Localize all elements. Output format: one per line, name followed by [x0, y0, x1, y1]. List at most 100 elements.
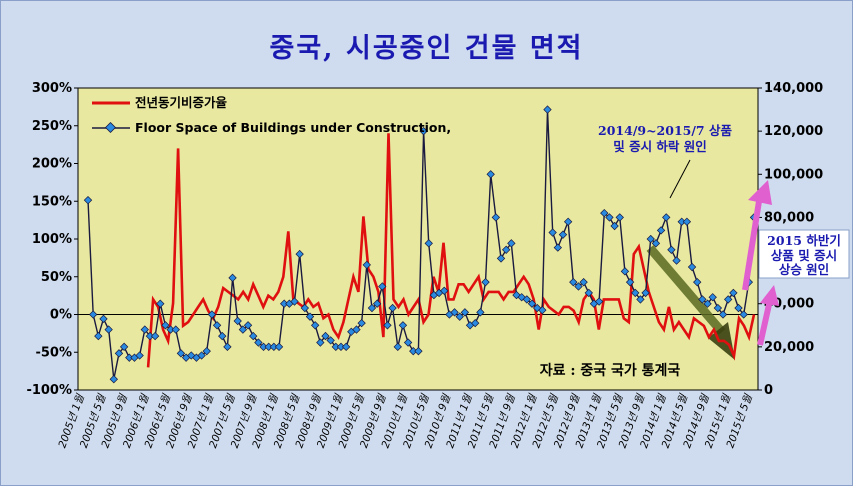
series-floor-space-point	[409, 346, 418, 356]
series-floor-space-point	[507, 239, 516, 248]
series-floor-space-point	[171, 325, 180, 334]
series-floor-space-point	[471, 318, 480, 328]
series-floor-space-point	[316, 338, 325, 347]
series-floor-space-point	[321, 331, 330, 341]
series-floor-space-point	[698, 295, 707, 304]
series-floor-space-point	[161, 321, 170, 330]
legend-marker-floor-space	[104, 121, 117, 134]
series-floor-space-point	[734, 303, 743, 313]
series-floor-space-point	[341, 342, 351, 352]
series-floor-space-point	[502, 245, 511, 254]
series-floor-space-point	[615, 213, 624, 222]
series-floor-space-point	[662, 213, 671, 222]
series-floor-space-point	[481, 277, 490, 287]
series-floor-space-point	[331, 342, 340, 352]
series-floor-space-point	[383, 321, 392, 330]
series-floor-space-point	[238, 325, 248, 334]
series-floor-space-point	[109, 375, 118, 384]
series-growth-rate	[146, 133, 756, 368]
y-right-tick-label: 80,000	[764, 210, 814, 225]
series-floor-space-point	[218, 331, 227, 341]
legend-label-floor-space: Floor Space of Buildings under Construct…	[135, 120, 451, 135]
series-floor-space-point	[574, 282, 583, 291]
series-floor-space	[83, 105, 759, 384]
series-floor-space-point	[424, 239, 433, 248]
annotation-decline-line1: 2014/9~2015/7 상품	[598, 123, 732, 138]
series-floor-space-point	[388, 303, 397, 313]
series-floor-space-point	[403, 338, 413, 347]
series-floor-space-point	[631, 288, 640, 298]
series-floor-space-point	[450, 308, 459, 317]
y-right-tick-label: 20,000	[764, 340, 814, 355]
y-left-tick-label: 150%	[32, 194, 72, 209]
series-floor-space-point	[274, 342, 284, 352]
series-floor-space-point	[99, 314, 108, 323]
series-floor-space-point	[677, 217, 686, 226]
series-floor-space-point	[114, 349, 124, 358]
series-floor-space-point	[724, 295, 733, 304]
series-floor-space-point	[83, 195, 93, 205]
series-floor-space-point	[378, 282, 387, 291]
series-floor-space-point	[729, 288, 738, 298]
series-floor-space-point	[538, 306, 547, 315]
series-floor-space-point	[249, 331, 258, 341]
series-floor-space-point	[326, 336, 335, 345]
series-floor-space-point	[243, 321, 253, 330]
series-floor-space-point	[280, 299, 289, 308]
rise-arrow-shaft-top	[742, 194, 763, 291]
series-floor-space-point	[569, 277, 578, 287]
series-floor-space-point	[223, 342, 232, 352]
series-floor-space-point	[455, 312, 464, 321]
y-left-tick-label: 100%	[32, 232, 72, 247]
series-floor-space-point	[646, 234, 655, 244]
annotation-rise-box	[758, 229, 850, 279]
annotation-decline-pointer	[669, 159, 691, 199]
series-floor-space-point	[491, 213, 501, 222]
series-floor-space-point	[641, 288, 650, 298]
series-floor-space-point	[207, 310, 217, 319]
rise-arrow-head-bottom	[760, 285, 779, 306]
series-floor-space-point	[212, 321, 222, 330]
series-floor-space-point	[264, 342, 273, 352]
series-floor-space-point	[548, 228, 557, 237]
series-floor-space-point	[393, 342, 402, 352]
series-floor-space-point	[119, 342, 129, 352]
annotation-rise-line1: 2015 하반기	[767, 233, 841, 248]
y-axis-left: 300% 250% 200% 150% 100% 50% 0% -50% -100%	[26, 81, 758, 398]
annotation-decline: 2014/9~2015/7 상품 및 증시 하락 원인	[598, 123, 732, 199]
series-floor-space-point	[233, 316, 242, 326]
series-floor-space-point	[156, 299, 165, 308]
series-floor-space-point	[440, 286, 449, 295]
series-floor-space-point	[610, 221, 619, 231]
series-floor-space-point	[176, 349, 186, 358]
series-floor-space-point	[563, 217, 573, 226]
series-floor-space-point	[553, 243, 562, 252]
annotation-rise: 2015 하반기 상품 및 증시 상승 원인	[742, 180, 850, 346]
y-right-tick-label: 100,000	[764, 167, 823, 182]
series-floor-space-point	[543, 105, 552, 114]
y-right-tick-label: 140,000	[764, 81, 823, 96]
series-floor-space-point	[104, 325, 113, 334]
series-floor-space-point	[228, 273, 237, 283]
series-floor-space-point	[269, 342, 279, 352]
series-floor-space-point	[254, 338, 263, 347]
legend: 전년동기비증가율 Floor Space of Buildings under …	[92, 95, 451, 135]
series-red-line	[146, 133, 756, 368]
series-floor-space-point	[672, 256, 681, 265]
series-floor-space-point	[718, 310, 728, 319]
series-floor-space-point	[625, 277, 635, 287]
series-floor-space-point	[372, 299, 382, 308]
rise-arrow-shaft-bottom	[757, 299, 773, 346]
y-right-tick-label: 0	[764, 383, 773, 398]
series-floor-space-point	[125, 353, 134, 362]
series-floor-space-point	[150, 331, 160, 341]
chart-title: 중국, 시공중인 건물 면적	[269, 33, 584, 64]
series-floor-space-point	[197, 351, 206, 360]
series-floor-space-point	[140, 325, 149, 334]
series-floor-space-point	[651, 239, 661, 248]
series-floor-space-point	[584, 288, 593, 298]
source-note: 자료 : 중국 국가 통계국	[540, 363, 681, 379]
series-floor-space-point	[88, 310, 98, 319]
series-floor-space-point	[486, 170, 495, 179]
